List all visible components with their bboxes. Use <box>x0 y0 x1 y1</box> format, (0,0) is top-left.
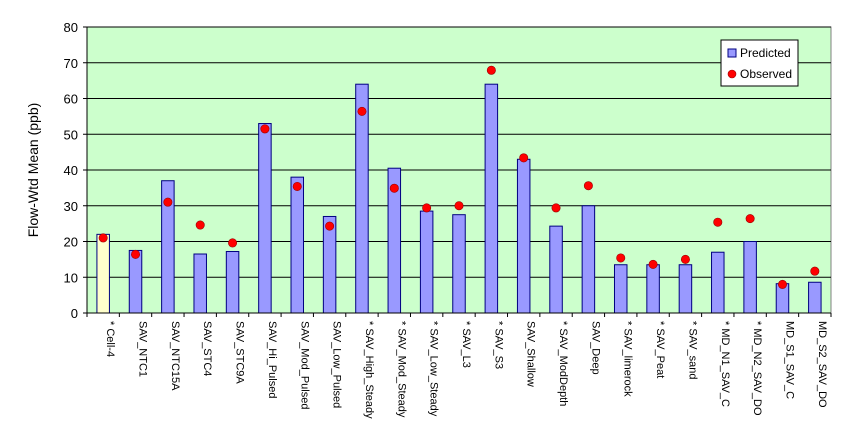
marker-observed <box>680 254 690 264</box>
x-tick-label: MD_S1_SAV_C <box>783 321 795 399</box>
y-tick-label: 50 <box>64 127 78 142</box>
marker-observed <box>131 249 141 259</box>
marker-observed <box>228 238 238 248</box>
marker-observed <box>163 197 173 207</box>
bar-predicted <box>419 210 434 314</box>
y-tick-label: 10 <box>64 270 78 285</box>
bar-predicted <box>225 251 240 314</box>
bar-predicted <box>711 251 725 314</box>
x-tick-label: * Cell-4 <box>104 321 116 357</box>
marker-observed <box>260 124 270 134</box>
x-tick-label: * SAV_L3 <box>460 321 472 368</box>
bar-series-predicted <box>96 83 822 314</box>
marker-observed <box>98 233 108 243</box>
marker-observed <box>810 266 820 276</box>
bar-predicted <box>193 253 207 314</box>
gridlines <box>87 26 831 278</box>
marker-observed <box>616 253 626 263</box>
bar-predicted <box>452 214 466 314</box>
legend-observed-marker <box>727 69 737 79</box>
x-tick-label: SAV_NTC15A <box>169 321 181 391</box>
x-tick-label: * SAV_High_Steady <box>363 321 375 419</box>
y-axis-title: Flow-Wtd Mean (ppb) <box>25 103 41 238</box>
marker-observed <box>422 203 432 213</box>
marker-observed <box>713 217 723 227</box>
y-tick-label: 0 <box>71 306 78 321</box>
marker-observed <box>454 201 464 211</box>
marker-observed <box>745 214 755 224</box>
marker-observed <box>486 65 496 75</box>
marker-observed <box>195 220 205 230</box>
bar-predicted <box>290 176 305 314</box>
y-tick-label: 20 <box>64 235 78 250</box>
y-tick-label: 60 <box>64 92 78 107</box>
bar-predicted <box>613 264 628 314</box>
bar-predicted <box>258 123 272 314</box>
y-tick-label: 70 <box>64 56 78 71</box>
x-tick-label: * SAV_Mod_Steady <box>395 321 407 418</box>
legend-predicted-label: Predicted <box>740 46 791 60</box>
x-tick-label: SAV_Low_Pulsed <box>331 321 343 408</box>
legend-observed-label: Observed <box>740 67 792 81</box>
y-tick-label: 30 <box>64 199 78 214</box>
legend: Predicted Observed <box>720 39 799 87</box>
x-tick-label: SAV_Hi_Pulsed <box>266 321 278 398</box>
axes <box>83 26 832 317</box>
x-tick-label: * SAV_Peat <box>654 321 666 378</box>
bar-predicted <box>355 83 369 314</box>
marker-observed <box>648 259 658 269</box>
x-tick-label: * SAV_ModDepth <box>557 321 569 406</box>
legend-box <box>720 39 799 87</box>
marker-observed <box>389 183 399 193</box>
marker-observed <box>551 203 561 213</box>
marker-observed <box>583 181 593 191</box>
x-tick-label: SAV_Deep <box>589 321 601 375</box>
x-tick-label: SAV_Shallow <box>525 321 537 387</box>
x-tick-label: SAV_STC9A <box>234 321 246 384</box>
bar-predicted <box>678 264 693 314</box>
x-tick-label: * SAV_Low_Steady <box>428 321 440 417</box>
bar-predicted <box>516 158 531 314</box>
marker-series-observed <box>98 65 820 289</box>
y-tick-labels: 0 10 20 30 40 50 60 70 80 <box>64 20 78 321</box>
x-tick-labels: * Cell-4 SAV_NTC1 SAV_NTC15A SAV_STC4 SAV_ST… <box>104 321 828 419</box>
legend-predicted-swatch <box>727 48 737 58</box>
bar-predicted <box>743 241 757 314</box>
x-tick-label: SAV_Mod_Pulsed <box>298 321 310 409</box>
x-tick-label: SAV_STC4 <box>201 321 213 376</box>
x-tick-label: * SAV_S3 <box>492 321 504 369</box>
bar-predicted <box>646 264 660 314</box>
bar-predicted <box>549 225 563 314</box>
marker-observed <box>777 279 787 289</box>
y-tick-label: 80 <box>64 20 78 35</box>
x-tick-label: * SAV_sand <box>686 321 698 380</box>
x-tick-label: * MD_N2_SAV_DO <box>751 321 763 416</box>
bar-predicted <box>484 83 499 314</box>
x-tick-label: MD_S2_SAV_DO <box>816 321 828 408</box>
marker-observed <box>292 181 302 191</box>
x-tick-label: * MD_N1_SAV_C <box>719 321 731 407</box>
bar-predicted <box>808 281 822 314</box>
bar-predicted <box>128 249 143 314</box>
bar-predicted <box>581 205 596 314</box>
marker-observed <box>325 221 335 231</box>
x-tick-label: * SAV_limerock <box>622 321 634 397</box>
marker-observed <box>357 106 367 116</box>
bar-predicted <box>322 215 337 314</box>
x-tick-label: SAV_NTC1 <box>137 321 149 377</box>
bar-predicted <box>96 233 110 314</box>
y-tick-label: 40 <box>64 163 78 178</box>
marker-observed <box>519 153 529 163</box>
